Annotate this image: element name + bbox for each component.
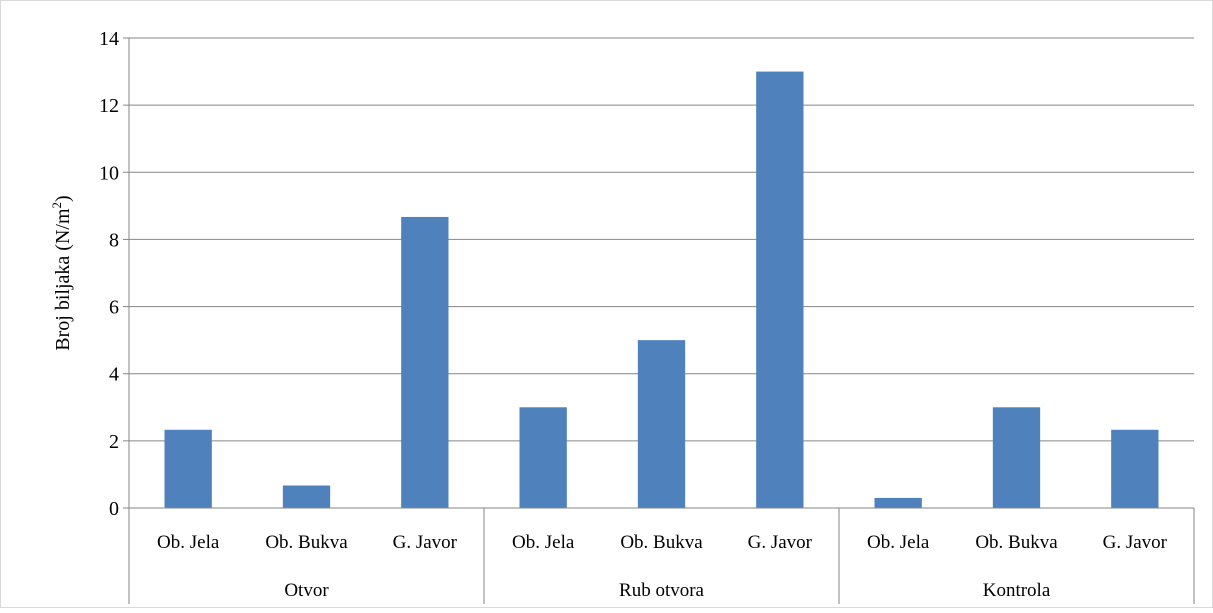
y-tick-labels: 0 2 4 6 8 10 12 14 <box>99 28 119 520</box>
gridlines <box>129 37 1194 442</box>
y-tick-label: 10 <box>99 162 119 184</box>
y-tick-label: 2 <box>109 431 119 453</box>
x-group-label: Otvor <box>284 580 329 601</box>
x-category-label: Ob. Jela <box>867 532 930 553</box>
x-group-labels: Otvor Rub otvora Kontrola <box>284 580 1050 601</box>
x-category-label: Ob. Bukva <box>975 532 1058 553</box>
bar <box>756 71 804 509</box>
x-category-label: Ob. Jela <box>512 532 575 553</box>
x-category-label: G. Javor <box>393 532 458 553</box>
x-group-label: Rub otvora <box>619 580 705 601</box>
bars <box>164 71 1159 509</box>
x-category-label: G. Javor <box>1103 532 1168 553</box>
y-tick-label: 12 <box>99 95 119 117</box>
bar <box>164 429 212 508</box>
bar <box>992 407 1041 508</box>
y-tick-label: 14 <box>99 28 119 50</box>
bar <box>637 340 686 508</box>
y-axis-title: Broj biljaka (N/m2) <box>49 195 74 350</box>
bar <box>1111 429 1159 508</box>
y-tick-label: 8 <box>109 229 119 251</box>
axes <box>123 37 1195 604</box>
x-category-label: Ob. Bukva <box>620 532 703 553</box>
y-tick-label: 4 <box>109 364 119 386</box>
x-category-label: Ob. Jela <box>157 532 220 553</box>
bar <box>282 485 331 508</box>
x-category-labels: Ob. Jela Ob. Bukva G. Javor Ob. Jela Ob. Buk… <box>157 532 1168 553</box>
bar <box>401 216 449 508</box>
x-category-label: Ob. Bukva <box>265 532 348 553</box>
x-category-label: G. Javor <box>748 532 813 553</box>
y-tick-label: 6 <box>109 297 119 319</box>
y-tick-label: 0 <box>109 498 119 520</box>
x-group-label: Kontrola <box>983 580 1051 601</box>
bar <box>519 407 567 508</box>
bar <box>874 497 922 508</box>
